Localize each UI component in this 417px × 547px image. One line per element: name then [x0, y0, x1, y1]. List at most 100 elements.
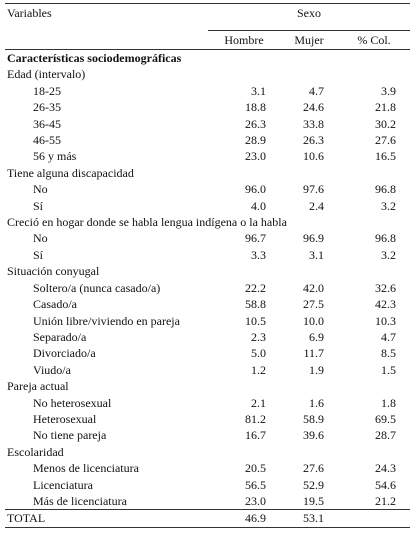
data-row: Sí 3.3 3.1 3.2: [5, 247, 410, 263]
value-cell: 96.8: [375, 182, 396, 197]
column-header: Mujer: [280, 30, 338, 50]
row-label: No: [33, 182, 48, 197]
data-row: 36-45 26.3 33.8 30.2: [5, 116, 410, 132]
value-cell: 56.5: [245, 477, 266, 492]
variables-header: Variables: [7, 6, 52, 20]
value-cell: 2.4: [309, 198, 324, 213]
value-cell: 22.2: [245, 280, 266, 295]
value-cell: 3.2: [381, 198, 396, 213]
row-label: Menos de licenciatura: [33, 461, 139, 476]
value-cell: 42.3: [375, 297, 396, 312]
row-label: No heterosexual: [33, 395, 112, 410]
row-label: Sí: [33, 247, 44, 262]
value-cell: 18.8: [245, 100, 266, 115]
row-label: Licenciatura: [33, 477, 93, 492]
data-row: Casado/a 58.8 27.5 42.3: [5, 296, 410, 312]
row-label: Soltero/a (nunca casado/a): [33, 280, 161, 295]
value-cell: 3.2: [381, 247, 396, 262]
data-row: Más de licenciatura 23.0 19.5 21.2: [5, 493, 410, 510]
value-cell: 4.7: [309, 83, 324, 98]
row-label: No: [33, 231, 48, 246]
total-row: TOTAL 46.9 53.1: [5, 509, 410, 528]
data-row: No tiene pareja 16.7 39.6 28.7: [5, 427, 410, 443]
value-cell: 96.7: [245, 231, 266, 246]
value-cell: 28.9: [245, 133, 266, 148]
value-cell: 16.5: [375, 149, 396, 164]
data-row: 46-55 28.9 26.3 27.6: [5, 132, 410, 148]
value-cell: 23.0: [245, 493, 266, 508]
value-cell: 54.6: [375, 477, 396, 492]
value-cell: 1.8: [381, 395, 396, 410]
data-row: Divorciado/a 5.0 11.7 8.5: [5, 345, 410, 361]
row-label: 26-35: [33, 100, 61, 115]
value-cell: 58.9: [303, 411, 324, 426]
value-cell: 28.7: [375, 428, 396, 443]
group-row: Escolaridad: [5, 444, 410, 460]
blank-cell: [5, 30, 208, 50]
value-cell: 1.9: [309, 362, 324, 377]
value-cell: 27.5: [303, 297, 324, 312]
group-row: Situación conyugal: [5, 263, 410, 279]
value-cell: 53.1: [280, 509, 338, 528]
value-cell: 19.5: [303, 493, 324, 508]
value-cell: 58.8: [245, 297, 266, 312]
row-label: Heterosexual: [33, 411, 97, 426]
row-label: Viudo/a: [33, 362, 71, 377]
value-cell: 39.6: [303, 428, 324, 443]
row-label: Unión libre/viviendo en pareja: [33, 313, 180, 328]
group-row: Pareja actual: [5, 378, 410, 394]
value-cell: 52.9: [303, 477, 324, 492]
value-cell: 23.0: [245, 149, 266, 164]
value-cell: 33.8: [303, 116, 324, 131]
value-cell: 69.5: [375, 411, 396, 426]
value-cell: 24.6: [303, 100, 324, 115]
group-header: Sexo: [208, 3, 410, 31]
group-row: Creció en hogar donde se habla lengua in…: [5, 214, 410, 230]
group-label: Situación conyugal: [7, 264, 100, 279]
value-cell: 8.5: [381, 346, 396, 361]
value-cell: 96.0: [245, 182, 266, 197]
value-cell: 2.3: [251, 329, 266, 344]
row-label: Sí: [33, 198, 44, 213]
value-cell: 21.8: [375, 100, 396, 115]
group-label: Edad (intervalo): [7, 67, 86, 82]
value-cell: 16.7: [245, 428, 266, 443]
row-label: 56 y más: [33, 149, 77, 164]
value-cell: 96.9: [303, 231, 324, 246]
row-label: Casado/a: [33, 297, 77, 312]
value-cell: 20.5: [245, 461, 266, 476]
section-title: Características sociodemográficas: [7, 51, 182, 65]
row-label: Separado/a: [33, 329, 87, 344]
column-header: Hombre: [208, 30, 280, 50]
row-label: No tiene pareja: [33, 428, 107, 443]
value-cell: 10.5: [245, 313, 266, 328]
value-cell: 11.7: [303, 346, 324, 361]
data-row: Unión libre/viviendo en pareja 10.5 10.0 10…: [5, 313, 410, 329]
data-row: Soltero/a (nunca casado/a) 22.2 42.0 32.6: [5, 280, 410, 296]
value-cell: 2.1: [251, 395, 266, 410]
value-cell: 10.0: [303, 313, 324, 328]
total-label: TOTAL: [5, 509, 208, 528]
value-cell: 1.5: [381, 362, 396, 377]
data-row: Heterosexual 81.2 58.9 69.5: [5, 411, 410, 427]
value-cell: 6.9: [309, 329, 324, 344]
data-row: Licenciatura 56.5 52.9 54.6: [5, 477, 410, 493]
value-cell: 3.1: [309, 247, 324, 262]
value-cell: 27.6: [303, 461, 324, 476]
value-cell: 1.2: [251, 362, 266, 377]
data-row: 18-25 3.1 4.7 3.9: [5, 83, 410, 99]
value-cell: 42.0: [303, 280, 324, 295]
value-cell: 24.3: [375, 461, 396, 476]
row-label: Divorciado/a: [33, 346, 96, 361]
value-cell: 4.0: [251, 198, 266, 213]
value-cell: 27.6: [375, 133, 396, 148]
data-row: Sí 4.0 2.4 3.2: [5, 198, 410, 214]
value-cell: 10.3: [375, 313, 396, 328]
header-row: Variables Sexo: [5, 3, 410, 31]
data-table: Variables Sexo Hombre Mujer % Col. Carac…: [5, 3, 410, 528]
row-label: 46-55: [33, 133, 61, 148]
blank-cell: [338, 509, 410, 528]
data-row: 26-35 18.8 24.6 21.8: [5, 99, 410, 115]
data-row: No heterosexual 2.1 1.6 1.8: [5, 395, 410, 411]
